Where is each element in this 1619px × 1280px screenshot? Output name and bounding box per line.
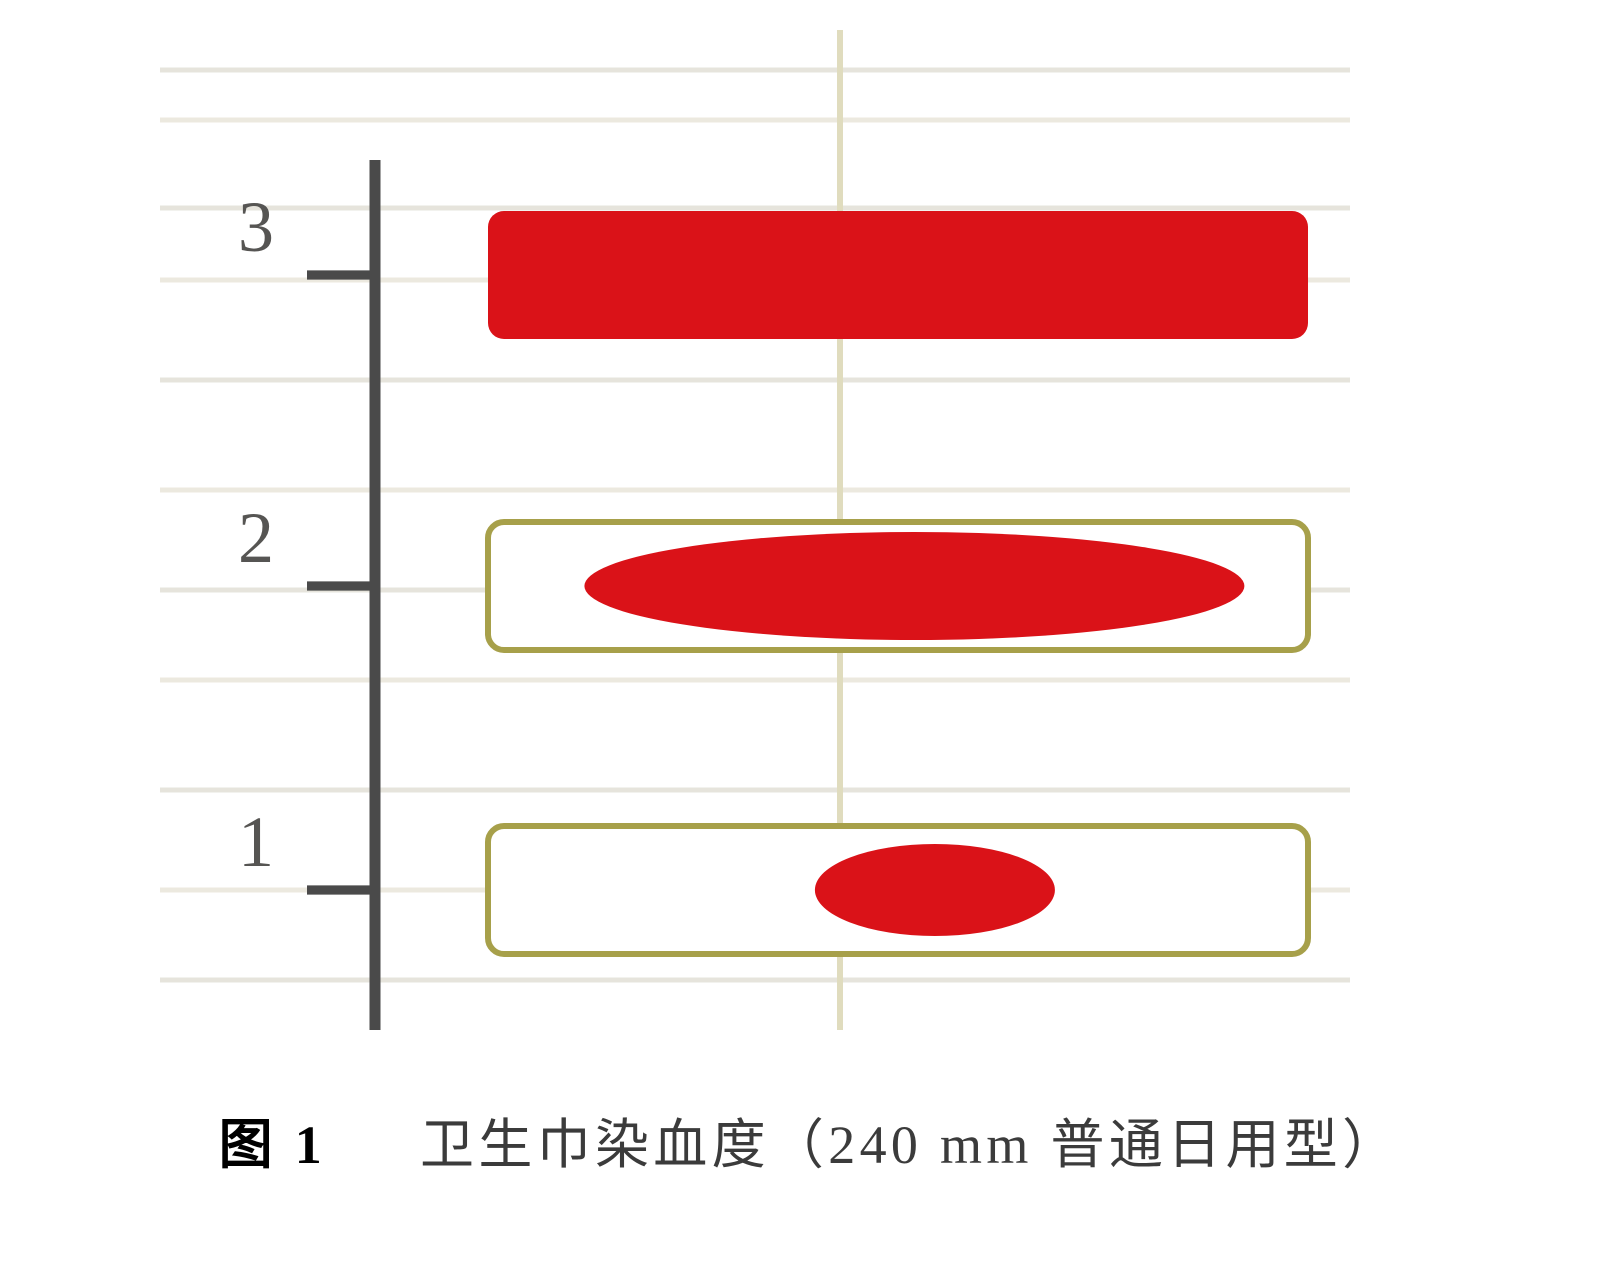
- caption-lead: 图 1: [219, 1115, 326, 1175]
- row-label: 3: [238, 187, 274, 267]
- caption-space: [344, 1115, 402, 1175]
- pad-stain-ellipse: [814, 844, 1054, 936]
- row-label: 2: [238, 498, 274, 578]
- row-label: 1: [238, 802, 274, 882]
- figure-caption: 图 1 卫生巾染血度（240 mm 普通日用型）: [219, 1100, 1401, 1179]
- pad-stain-ellipse: [584, 532, 1244, 640]
- pad-full-stain: [488, 211, 1308, 339]
- page: 3 2 1 图 1 卫生巾染血度（240 mm 普通日用型）: [0, 0, 1619, 1179]
- caption-text: 卫生巾染血度（240 mm 普通日用型）: [420, 1115, 1400, 1175]
- infographic-diagram: 3 2 1: [150, 30, 1470, 1030]
